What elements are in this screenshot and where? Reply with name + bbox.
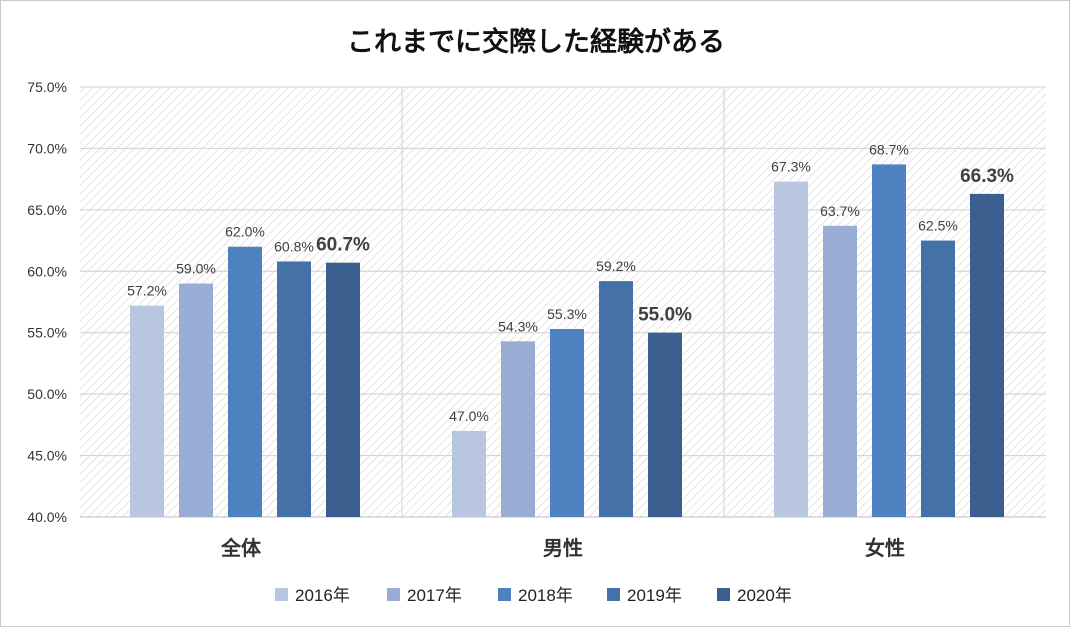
- legend-swatch: [387, 588, 400, 601]
- y-tick-label: 65.0%: [27, 202, 67, 218]
- data-label: 66.3%: [960, 166, 1014, 187]
- bar: [823, 225, 857, 518]
- legend-item: 2019年: [607, 586, 682, 605]
- bar: [599, 281, 633, 517]
- data-label: 47.0%: [449, 408, 489, 424]
- bar: [452, 431, 486, 517]
- legend: 2016年 2017年 2018年 2019年 2020年: [275, 586, 792, 605]
- data-label: 55.3%: [547, 306, 587, 322]
- y-tick-label: 60.0%: [27, 263, 67, 279]
- y-tick-label: 75.0%: [27, 79, 67, 95]
- legend-label: 2016年: [295, 586, 350, 605]
- data-label: 60.7%: [316, 235, 370, 256]
- data-label: 68.7%: [869, 141, 909, 157]
- y-tick-label: 55.0%: [27, 325, 67, 341]
- bar: [921, 240, 955, 518]
- bar: [648, 332, 682, 517]
- legend-label: 2020年: [737, 586, 792, 605]
- data-label: 54.3%: [498, 318, 538, 334]
- category-label: 全体: [220, 536, 262, 560]
- legend-swatch: [717, 588, 730, 601]
- legend-label: 2019年: [627, 586, 682, 605]
- bar: [326, 262, 360, 517]
- y-tick-label: 50.0%: [27, 386, 67, 402]
- data-label: 62.0%: [225, 224, 265, 240]
- bar: [277, 261, 311, 517]
- bars: [130, 164, 1004, 518]
- bar: [228, 246, 262, 517]
- data-labels: 57.2% 59.0% 62.0% 60.8% 60.7% 47.0% 54.3% 55.3%…: [127, 141, 1014, 424]
- data-label: 59.2%: [596, 258, 636, 274]
- bar: [872, 164, 906, 517]
- bar: [774, 181, 808, 517]
- data-label: 57.2%: [127, 283, 167, 299]
- bar: [130, 305, 164, 517]
- x-axis: 全体 男性 女性: [220, 536, 905, 560]
- bar: [501, 341, 535, 517]
- category-label: 女性: [865, 536, 905, 560]
- legend-item: 2020年: [717, 586, 792, 605]
- y-tick-label: 45.0%: [27, 448, 67, 464]
- legend-label: 2018年: [518, 586, 573, 605]
- data-label: 63.7%: [820, 203, 860, 219]
- legend-item: 2018年: [498, 586, 573, 605]
- data-label: 62.5%: [918, 218, 958, 234]
- bar: [179, 283, 213, 517]
- legend-swatch: [275, 588, 288, 601]
- legend-item: 2017年: [387, 586, 462, 605]
- y-tick-label: 40.0%: [27, 509, 67, 525]
- legend-swatch: [607, 588, 620, 601]
- chart-title: これまでに交際した経験がある: [347, 26, 725, 58]
- legend-label: 2017年: [407, 586, 462, 605]
- category-label: 男性: [543, 536, 583, 560]
- bar: [550, 329, 584, 517]
- data-label: 60.8%: [274, 238, 314, 254]
- data-label: 67.3%: [771, 159, 811, 175]
- legend-swatch: [498, 588, 511, 601]
- data-label: 55.0%: [638, 305, 692, 326]
- y-tick-label: 70.0%: [27, 140, 67, 156]
- legend-item: 2016年: [275, 586, 350, 605]
- bar: [970, 193, 1004, 517]
- y-axis: 40.0% 45.0% 50.0% 55.0% 60.0% 65.0% 70.0% 75.0%: [27, 79, 67, 525]
- data-label: 59.0%: [176, 261, 216, 277]
